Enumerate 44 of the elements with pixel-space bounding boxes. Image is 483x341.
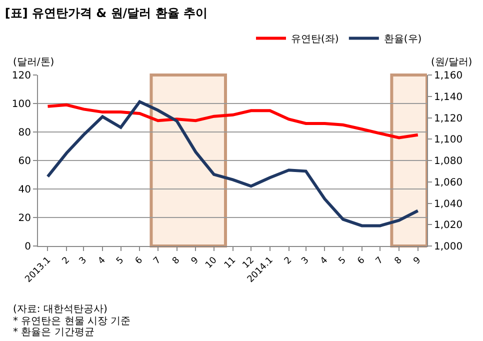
y2-tick-label: 1,040 [434, 198, 463, 210]
legend-label: 유연탄(좌) [291, 34, 339, 46]
x-tick-label: 9 [412, 255, 424, 267]
y-tick-label: 60 [18, 156, 31, 167]
y2-tick-label: 1,080 [434, 156, 463, 167]
chart-title: [표] 유연탄가격 & 원/달러 환율 추이 [4, 6, 208, 20]
legend-label: 환율(우) [384, 34, 422, 46]
x-tick-label: 3 [300, 256, 312, 267]
y2-axis-title: (원/달러) [431, 57, 472, 68]
x-tick-label: 8 [393, 255, 404, 267]
line-series [46, 100, 420, 228]
y2-tick-label: 1,160 [434, 70, 463, 82]
x-tick-label: 5 [337, 256, 348, 267]
x-tick-label: 3 [78, 256, 89, 267]
x-tick-label: 10 [204, 255, 220, 271]
y-tick-label: 120 [12, 70, 31, 82]
y2-tick-label: 1,060 [434, 177, 463, 188]
text: * 유연탄은 현물 시장 기준 [13, 316, 131, 327]
y2-tick-label: 1,000 [434, 242, 463, 252]
x-tick-label: 7 [374, 256, 386, 267]
x-tick-label: 6 [134, 255, 146, 267]
y-axis-title: (달러/톤) [13, 57, 54, 68]
text: * 환율은 기간평균 [13, 327, 94, 338]
y-tick-label: 20 [18, 213, 31, 224]
x-tick-label: 4 [96, 255, 108, 267]
y-tick-label: 100 [12, 99, 31, 110]
line-series [46, 103, 420, 140]
x-tick-label: 2 [282, 256, 294, 267]
x-tick-label: 6 [356, 255, 368, 267]
y-tick-label: 0 [24, 242, 31, 252]
y2-tick-label: 1,120 [434, 113, 463, 124]
y-tick-label: 80 [18, 128, 31, 138]
x-tick-label: 4 [318, 255, 330, 267]
x-tick-label: 8 [170, 255, 182, 267]
x-tick-label: 11 [222, 256, 238, 271]
y2-tick-label: 1,140 [434, 92, 463, 103]
x-tick-label: 7 [152, 256, 164, 267]
x-tick-label: 5 [114, 256, 126, 267]
x-tick-label: 9 [190, 255, 202, 267]
y2-tick-label: 1,020 [434, 220, 463, 232]
y-tick-label: 40 [18, 184, 31, 196]
text: (자료: 대한석탄공사) [13, 304, 108, 315]
x-tick-label: 2 [60, 256, 72, 267]
y2-tick-label: 1,100 [434, 134, 463, 146]
